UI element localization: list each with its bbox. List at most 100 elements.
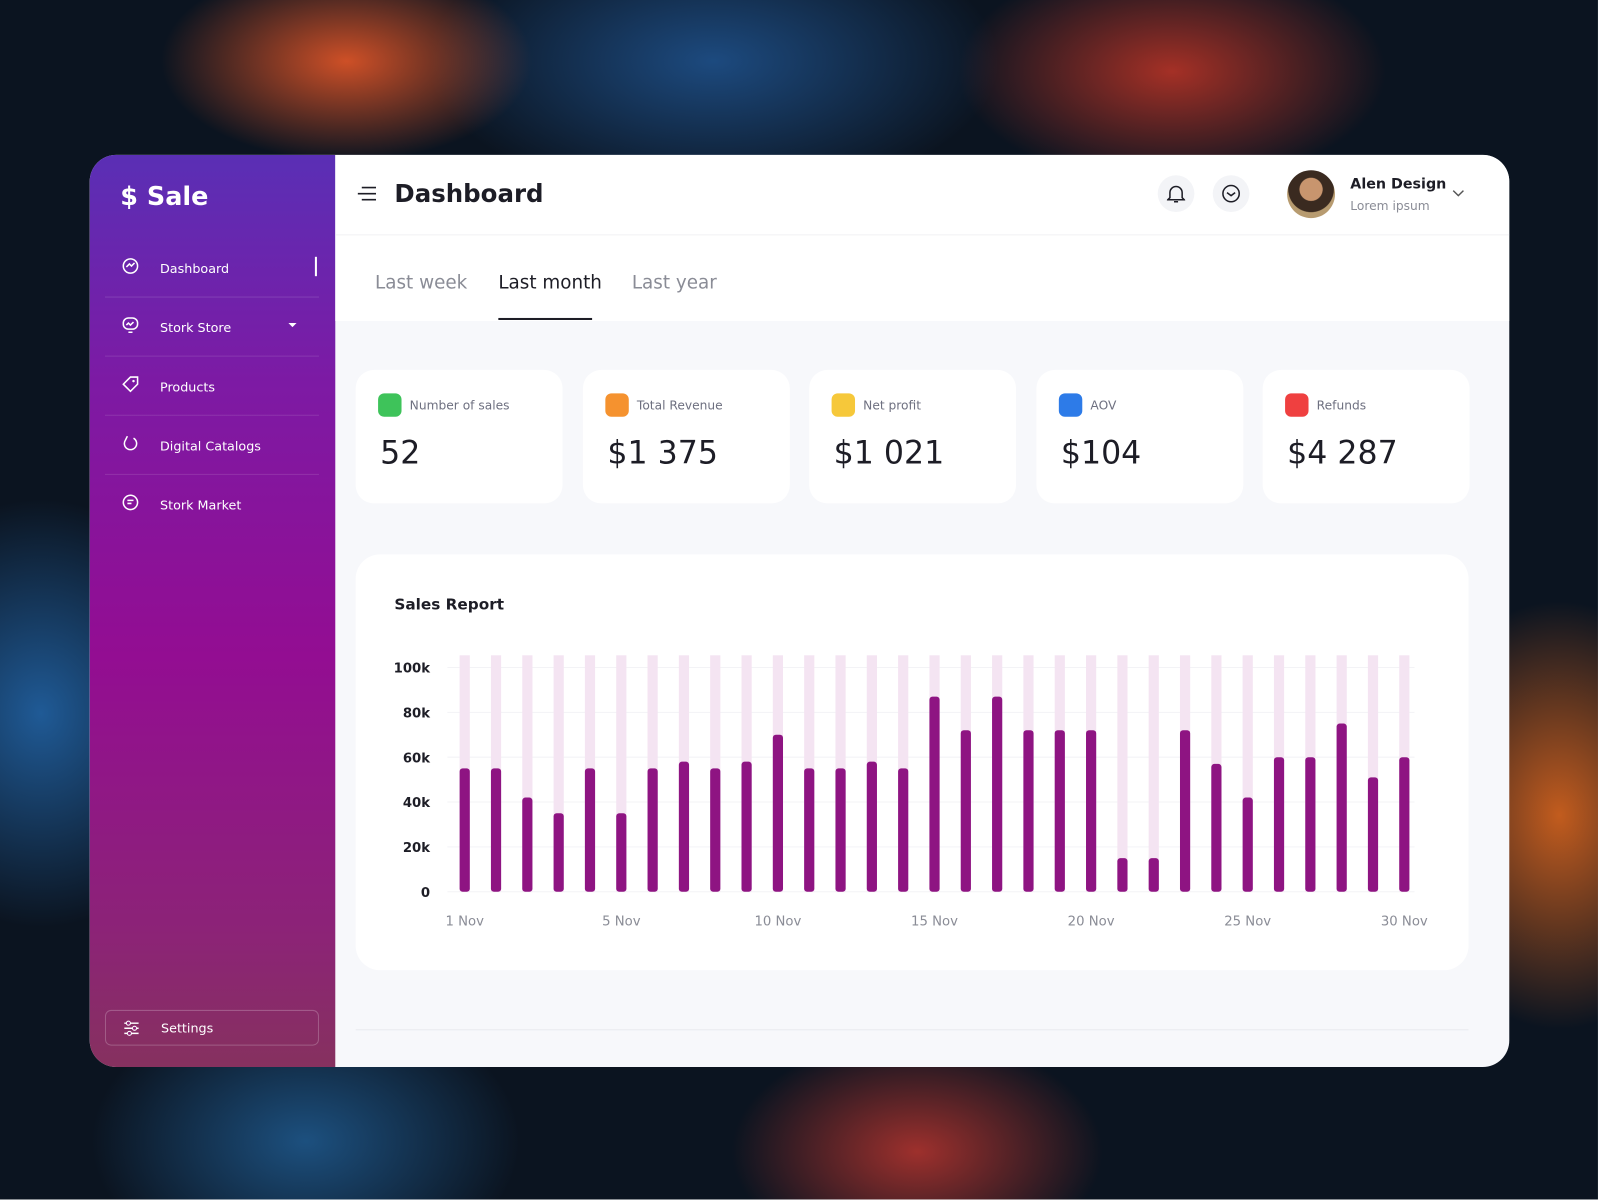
menu-icon[interactable] [357,185,377,201]
nav-item[interactable]: Dashboard [104,237,319,298]
bar [710,768,721,892]
bar [1117,858,1128,892]
chart-title: Sales Report [394,595,504,613]
user-subtitle: Lorem ipsum [1350,198,1430,213]
bar [1273,757,1285,892]
nav-item[interactable]: Stork Market [105,474,319,533]
message-button[interactable] [1212,175,1250,212]
nav-label: Digital Catalogs [159,438,261,454]
bar [490,768,502,892]
icon [122,317,139,333]
icon [122,258,139,274]
notification-button[interactable] [1157,175,1195,212]
divider [355,1029,1469,1031]
bar [1179,730,1191,892]
stat-value: 52 [380,435,421,472]
bar [929,696,940,892]
tabs: Last week Last month Last year [335,235,1510,322]
stat-value: $4 287 [1287,435,1398,472]
stat-label: AOV [1090,398,1117,413]
stat-card: Net profit $1 021 [809,369,1017,504]
stat-label: Net profit [863,398,922,413]
x-tick-label: 10 Nov [754,914,801,929]
nav-label: Stork Store [159,319,232,336]
bar-track [553,655,564,892]
app-window: $ Sale Dashboard Stork Store Products Di… [89,154,1510,1067]
header: Dashboard Alen Design Lorem ipsum [335,154,1510,236]
active-indicator [314,256,317,277]
bar [1023,730,1034,892]
bar [804,768,815,892]
nav-label: Dashboard [159,260,230,277]
y-tick-label: 100k [394,662,432,677]
bar [1211,763,1222,892]
y-tick-label: 20k [403,841,431,856]
bar [584,768,596,892]
user-menu-caret[interactable] [1452,190,1464,198]
y-tick-label: 40k [403,796,431,811]
sidebar: $ Sale Dashboard Stork Store Products Di… [89,154,336,1067]
y-tick-label: 0 [421,886,430,901]
bar [1305,757,1316,892]
bar [553,813,564,892]
bar-track [1148,655,1159,892]
icon [124,1020,139,1036]
bar [1242,797,1253,892]
tab-underline [498,317,593,320]
x-tick-label: 30 Nov [1381,914,1428,929]
bar [835,768,846,892]
bar [1086,730,1097,892]
stat-icon [1285,393,1309,417]
nav-item[interactable]: Stork Store [104,297,319,357]
x-tick-label: 5 Nov [602,914,641,929]
bar-track [616,655,627,892]
tab[interactable]: Last year [631,272,717,294]
x-tick-label: 1 Nov [445,914,484,929]
bar [678,761,690,892]
bar-track [522,655,533,892]
stat-value: $1 375 [607,435,718,472]
nav-item[interactable]: Products [104,356,319,416]
stat-label: Total Revenue [636,398,723,413]
x-tick-label: 20 Nov [1068,914,1115,929]
sales-report-card: Sales Report 0 20k 40k 60k 80k 100k 1 Nov 5 Nov… [355,554,1469,971]
message-icon [1222,184,1240,203]
bar [992,696,1003,892]
stat-card: Number of sales 52 [355,369,563,504]
user-name: Alen Design [1350,176,1447,193]
bar [960,730,971,892]
bar [772,734,784,892]
stat-icon [1058,393,1083,417]
stat-icon [378,393,402,417]
stat-label: Refunds [1316,398,1367,413]
x-tick-label: 25 Nov [1224,914,1271,929]
nav-label: Products [159,379,216,395]
bar [459,768,470,892]
bar [1367,777,1379,892]
nav-item[interactable]: Digital Catalogs [104,415,319,475]
bar [1054,730,1065,892]
bar [898,768,909,892]
dropdown-caret [288,323,297,328]
bar-track [1117,655,1128,892]
y-tick-label: 60k [403,751,431,766]
bar-track [1367,655,1379,892]
bell-icon [1166,185,1186,203]
bar-track [1242,655,1253,892]
nav-label: Stork Market [159,497,242,513]
bar [741,761,752,892]
stat-value: $104 [1060,435,1142,472]
tab-active[interactable]: Last month [498,272,602,294]
stat-label: Number of sales [409,398,510,413]
bar [1148,858,1159,892]
y-tick-label: 80k [403,706,431,721]
page-title: Dashboard [394,179,544,208]
brand: $ Sale [120,181,209,211]
avatar[interactable] [1287,170,1336,219]
stat-card: Refunds $4 287 [1262,369,1470,504]
settings-button[interactable]: Settings [104,1009,319,1046]
stat-card: Total Revenue $1 375 [582,369,790,504]
tab[interactable]: Last week [375,272,468,294]
stat-icon [605,393,629,417]
